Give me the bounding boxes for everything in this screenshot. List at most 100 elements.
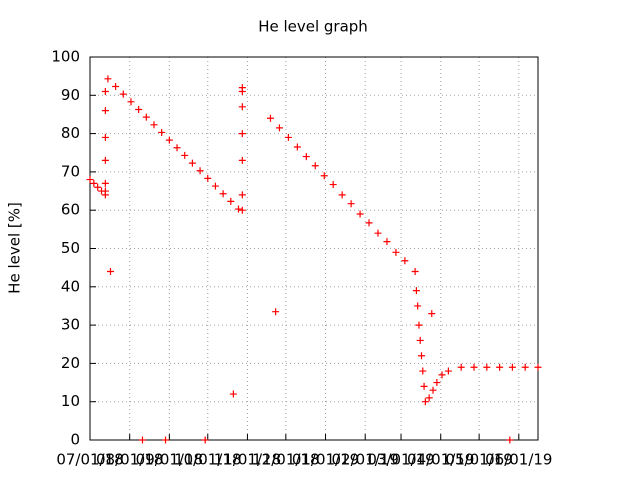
data-point	[238, 191, 246, 199]
data-point	[135, 105, 143, 113]
data-point	[234, 205, 242, 213]
y-tick-label: 80	[61, 124, 80, 142]
data-point	[420, 382, 428, 390]
x-tick-label: 12/01/18	[252, 451, 319, 469]
data-point	[90, 179, 98, 187]
data-point	[101, 133, 109, 141]
data-point	[311, 162, 319, 170]
data-point	[219, 190, 227, 198]
y-tick-label: 10	[61, 392, 80, 410]
data-point	[284, 133, 292, 141]
y-tick-label: 40	[61, 277, 80, 295]
data-point	[94, 183, 102, 191]
data-point	[150, 121, 158, 129]
data-point	[438, 371, 446, 379]
x-tick-label: 04/01/19	[407, 451, 474, 469]
data-point	[365, 219, 373, 227]
data-point	[201, 436, 209, 444]
data-point	[457, 363, 465, 371]
x-tick-label: 11/01/18	[214, 451, 281, 469]
data-point	[112, 82, 120, 90]
data-point	[238, 130, 246, 138]
y-tick-label: 100	[51, 48, 80, 66]
data-point	[506, 436, 514, 444]
x-tick-label: 08/01/18	[96, 451, 163, 469]
x-tick-label: 02/01/19	[332, 451, 399, 469]
data-point	[238, 206, 246, 214]
data-point	[119, 90, 127, 98]
data-point	[275, 124, 283, 132]
plot-border	[89, 56, 539, 441]
x-tick-label: 09/01/18	[136, 451, 203, 469]
data-point	[181, 151, 189, 159]
y-tick-label: 60	[61, 201, 80, 219]
data-point	[238, 156, 246, 164]
data-point	[419, 367, 427, 375]
data-point	[534, 363, 542, 371]
data-point	[521, 363, 529, 371]
x-tick-label: 10/01/18	[174, 451, 241, 469]
data-point	[329, 181, 337, 189]
data-point	[238, 87, 246, 95]
y-tick-label: 20	[61, 354, 80, 372]
data-point	[227, 197, 235, 205]
data-point	[266, 114, 274, 122]
data-point	[101, 187, 109, 195]
data-point	[158, 128, 166, 136]
x-tick-label: 06/01/19	[485, 451, 552, 469]
data-point	[320, 172, 328, 180]
data-point	[101, 87, 109, 95]
y-tick-label: 30	[61, 316, 80, 334]
data-point	[162, 436, 170, 444]
data-point	[433, 379, 441, 387]
data-point	[508, 363, 516, 371]
x-tick-label: 03/01/19	[367, 451, 434, 469]
x-tick-label: 05/01/19	[445, 451, 512, 469]
data-point	[483, 363, 491, 371]
data-point	[106, 267, 114, 275]
data-point	[401, 257, 409, 265]
data-point	[272, 308, 280, 316]
data-point	[496, 363, 504, 371]
data-point	[188, 159, 196, 167]
data-point	[238, 103, 246, 111]
data-point	[347, 200, 355, 208]
data-point	[86, 176, 94, 184]
data-point	[101, 179, 109, 187]
chart-title: He level graph	[258, 18, 368, 36]
y-tick-label: 50	[61, 239, 80, 257]
data-point	[429, 386, 437, 394]
data-point	[425, 394, 433, 402]
y-axis-label: He level [%]	[6, 202, 24, 294]
data-point	[229, 390, 237, 398]
data-point	[204, 174, 212, 182]
data-point	[416, 336, 424, 344]
data-point	[101, 156, 109, 164]
data-point	[173, 144, 181, 152]
data-point	[412, 287, 420, 295]
data-point	[470, 363, 478, 371]
data-point	[444, 367, 452, 375]
data-point	[165, 136, 173, 144]
x-tick-label: 01/01/19	[292, 451, 359, 469]
data-point	[415, 321, 423, 329]
data-point	[302, 153, 310, 161]
data-point	[374, 229, 382, 237]
data-point	[142, 113, 150, 121]
data-point	[104, 75, 112, 83]
data-point	[392, 248, 400, 256]
data-point	[101, 107, 109, 115]
x-tick-label: 07/01/18	[56, 451, 123, 469]
data-point	[411, 267, 419, 275]
data-point	[428, 310, 436, 318]
y-tick-label: 70	[61, 162, 80, 180]
data-point	[293, 143, 301, 151]
y-tick-label: 90	[61, 86, 80, 104]
data-point	[211, 182, 219, 190]
data-point	[138, 436, 146, 444]
data-point	[127, 98, 135, 106]
data-point	[338, 191, 346, 199]
data-point	[421, 398, 429, 406]
